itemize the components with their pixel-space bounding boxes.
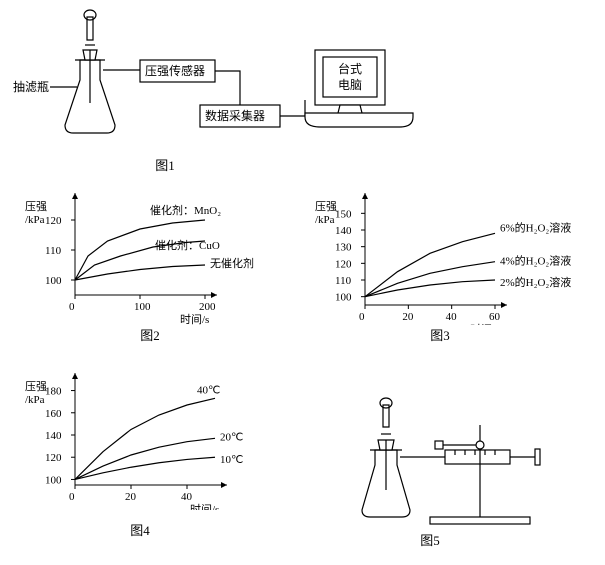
figure-1: 抽滤瓶 压强传感器 数据采集器 台式 电脑 图1 [5, 5, 455, 174]
svg-text:0: 0 [359, 311, 365, 323]
figure-1-caption: 图1 [65, 155, 265, 174]
svg-text:160: 160 [45, 408, 62, 420]
chart-3: 压强/kPa 时间/s 0 20 40 60 100 110 120 130 140 150 6%的H₂… [310, 190, 600, 325]
figure-4-caption: 图4 [40, 520, 240, 539]
svg-text:110: 110 [45, 245, 62, 257]
svg-text:140: 140 [335, 225, 352, 237]
svg-text:100: 100 [335, 292, 352, 304]
svg-text:0: 0 [69, 491, 75, 503]
apparatus-diagram-1: 抽滤瓶 压强传感器 数据采集器 台式 电脑 [5, 5, 455, 155]
computer-label-1: 台式 [338, 61, 362, 76]
svg-text:压强: 压强 [25, 380, 47, 393]
svg-text:20℃: 20℃ [220, 431, 243, 443]
svg-text:无催化剂: 无催化剂 [210, 256, 254, 270]
svg-text:2%的H₂O₂溶液: 2%的H₂O₂溶液 [500, 275, 571, 289]
svg-text:20: 20 [402, 311, 414, 323]
svg-text:40: 40 [446, 311, 458, 323]
computer-label-2: 电脑 [338, 78, 362, 92]
svg-text:130: 130 [335, 242, 352, 254]
svg-text:100: 100 [45, 275, 62, 287]
collector-label: 数据采集器 [205, 108, 265, 123]
svg-text:120: 120 [335, 258, 352, 270]
figure-5-caption: 图5 [350, 530, 510, 549]
svg-text:/kPa: /kPa [25, 394, 45, 406]
figure-2: 压强/kPa 时间/s 0 100 200 100 110 120 催化剂：MnO₂ 催化剂：Cu… [20, 190, 290, 344]
svg-text:/kPa: /kPa [315, 214, 335, 226]
figure-3-caption: 图3 [340, 325, 540, 344]
svg-text:4%的H₂O₂溶液: 4%的H₂O₂溶液 [500, 254, 571, 268]
figure-2-caption: 图2 [50, 325, 250, 344]
svg-text:压强: 压强 [315, 200, 337, 213]
flask-label: 抽滤瓶 [13, 80, 49, 94]
svg-text:40: 40 [181, 491, 193, 503]
chart-4: 压强/kPa 时间/s 0 20 40 100 120 140 160 180 40℃ 20℃ 10℃ [20, 370, 280, 510]
svg-text:40℃: 40℃ [197, 384, 220, 396]
svg-text:150: 150 [335, 208, 352, 220]
svg-text:时间/s: 时间/s [470, 323, 499, 325]
svg-text:6%的H₂O₂溶液: 6%的H₂O₂溶液 [500, 220, 571, 234]
svg-text:催化剂：MnO₂: 催化剂：MnO₂ [150, 203, 221, 217]
chart-2: 压强/kPa 时间/s 0 100 200 100 110 120 催化剂：MnO₂ 催化剂：Cu… [20, 190, 290, 325]
svg-text:120: 120 [45, 452, 62, 464]
svg-text:10℃: 10℃ [220, 454, 243, 466]
svg-text:压强: 压强 [25, 200, 47, 213]
sensor-label: 压强传感器 [145, 63, 205, 78]
svg-text:180: 180 [45, 386, 62, 398]
svg-text:20: 20 [125, 491, 137, 503]
svg-text:0: 0 [69, 301, 75, 313]
svg-text:120: 120 [45, 215, 62, 227]
svg-text:110: 110 [335, 275, 352, 287]
figure-5: 图5 [330, 365, 570, 549]
svg-text:60: 60 [489, 311, 501, 323]
svg-text:/kPa: /kPa [25, 214, 45, 226]
svg-text:时间/s: 时间/s [190, 503, 219, 510]
svg-text:100: 100 [134, 301, 151, 313]
svg-text:100: 100 [45, 474, 62, 486]
svg-text:140: 140 [45, 430, 62, 442]
svg-text:200: 200 [199, 301, 216, 313]
apparatus-diagram-5 [330, 365, 570, 530]
svg-text:时间/s: 时间/s [180, 313, 209, 325]
figure-4: 压强/kPa时间/s0204010012014016018040℃20℃10℃ … [20, 370, 280, 539]
svg-text:催化剂：CuO: 催化剂：CuO [155, 238, 220, 252]
figure-3: 压强/kPa 时间/s 0 20 40 60 100 110 120 130 140 150 6%的H₂… [310, 190, 600, 344]
